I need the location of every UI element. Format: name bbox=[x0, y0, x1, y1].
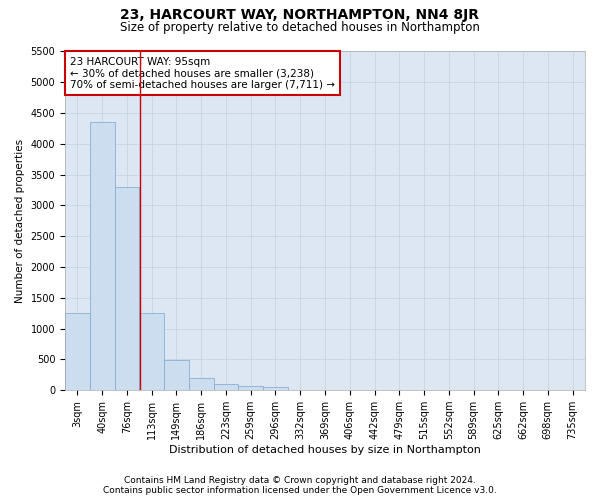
Bar bbox=[164, 360, 189, 390]
Text: Contains HM Land Registry data © Crown copyright and database right 2024.
Contai: Contains HM Land Registry data © Crown c… bbox=[103, 476, 497, 495]
Bar bbox=[214, 384, 238, 390]
Bar bbox=[65, 313, 90, 390]
Bar bbox=[115, 187, 139, 390]
Y-axis label: Number of detached properties: Number of detached properties bbox=[15, 139, 25, 303]
Bar bbox=[263, 387, 288, 390]
Text: Size of property relative to detached houses in Northampton: Size of property relative to detached ho… bbox=[120, 21, 480, 34]
Text: 23 HARCOURT WAY: 95sqm
← 30% of detached houses are smaller (3,238)
70% of semi-: 23 HARCOURT WAY: 95sqm ← 30% of detached… bbox=[70, 56, 335, 90]
Text: 23, HARCOURT WAY, NORTHAMPTON, NN4 8JR: 23, HARCOURT WAY, NORTHAMPTON, NN4 8JR bbox=[121, 8, 479, 22]
Bar bbox=[139, 313, 164, 390]
Bar bbox=[90, 122, 115, 390]
X-axis label: Distribution of detached houses by size in Northampton: Distribution of detached houses by size … bbox=[169, 445, 481, 455]
Bar bbox=[189, 378, 214, 390]
Bar bbox=[238, 386, 263, 390]
